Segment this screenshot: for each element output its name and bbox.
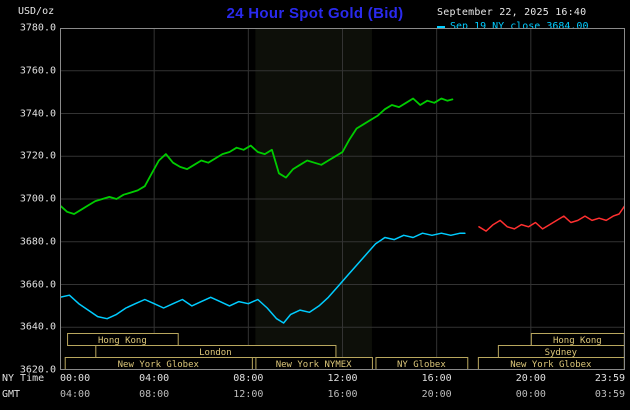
legend-dash-icon <box>437 26 445 28</box>
gmt-time-tick-label: 00:00 <box>515 389 546 400</box>
chart-title: 24 Hour Spot Gold (Bid) <box>226 5 404 22</box>
session-label: Hong Kong <box>553 336 602 346</box>
y-tick-label: 3680.0 <box>19 236 56 248</box>
session-label: NY Globex <box>397 360 446 370</box>
ny-time-tick-label: 00:00 <box>60 373 91 384</box>
session-label: New York Globex <box>510 360 592 370</box>
price-series-1 <box>478 204 625 232</box>
gmt-time-tick-label: 16:00 <box>327 389 358 400</box>
ny-time-tick-label: 20:00 <box>515 373 546 384</box>
ny-time-tick-label: 16:00 <box>421 373 452 384</box>
gmt-axis-label: GMT <box>2 389 21 400</box>
gmt-time-tick-label: 12:00 <box>233 389 264 400</box>
y-tick-label: 3660.0 <box>19 279 56 290</box>
y-tick-label: 3640.0 <box>19 321 56 333</box>
ny-time-tick-label: 08:00 <box>233 373 264 384</box>
y-tick-label: 3780.0 <box>19 22 56 34</box>
gmt-time-tick-label: 08:00 <box>139 389 170 400</box>
y-tick-label: 3720.0 <box>19 150 56 162</box>
price-series-2 <box>60 97 454 215</box>
y-tick-label: 3620.0 <box>19 364 56 376</box>
ny-time-tick-label: 04:00 <box>139 373 170 384</box>
ny-time-tick-label: 12:00 <box>327 373 358 384</box>
session-label: Hong Kong <box>98 336 147 346</box>
ny-time-axis-label: NY Time <box>2 373 45 384</box>
y-tick-label: 3740.0 <box>19 108 56 119</box>
legend-label: Sep 19 NY close 3684.00 <box>450 21 589 32</box>
session-label: New York Globex <box>118 360 200 370</box>
plot-border <box>60 28 625 370</box>
gmt-time-tick-label: 20:00 <box>421 389 452 400</box>
legend-item: Sep 19 NY close 3684.00 <box>437 21 629 33</box>
session-label: New York NYMEX <box>276 360 352 370</box>
y-tick-label: 3760.0 <box>19 65 56 77</box>
chart-plot-svg: Hong Kong Hong Kong London Sydney New York G… <box>60 28 625 370</box>
price-series-0 <box>60 232 466 324</box>
session-label: Sydney <box>545 348 578 358</box>
y-tick-label: 3700.0 <box>19 193 56 205</box>
gmt-time-tick-label: 04:00 <box>60 389 91 400</box>
chart-datetime: September 22, 2025 16:40 <box>437 7 587 18</box>
session-label: London <box>199 348 232 358</box>
gmt-time-tick-label: 03:59 <box>594 389 625 400</box>
units-label: USD/oz <box>18 6 55 17</box>
ny-time-tick-label: 23:59 <box>594 373 625 384</box>
